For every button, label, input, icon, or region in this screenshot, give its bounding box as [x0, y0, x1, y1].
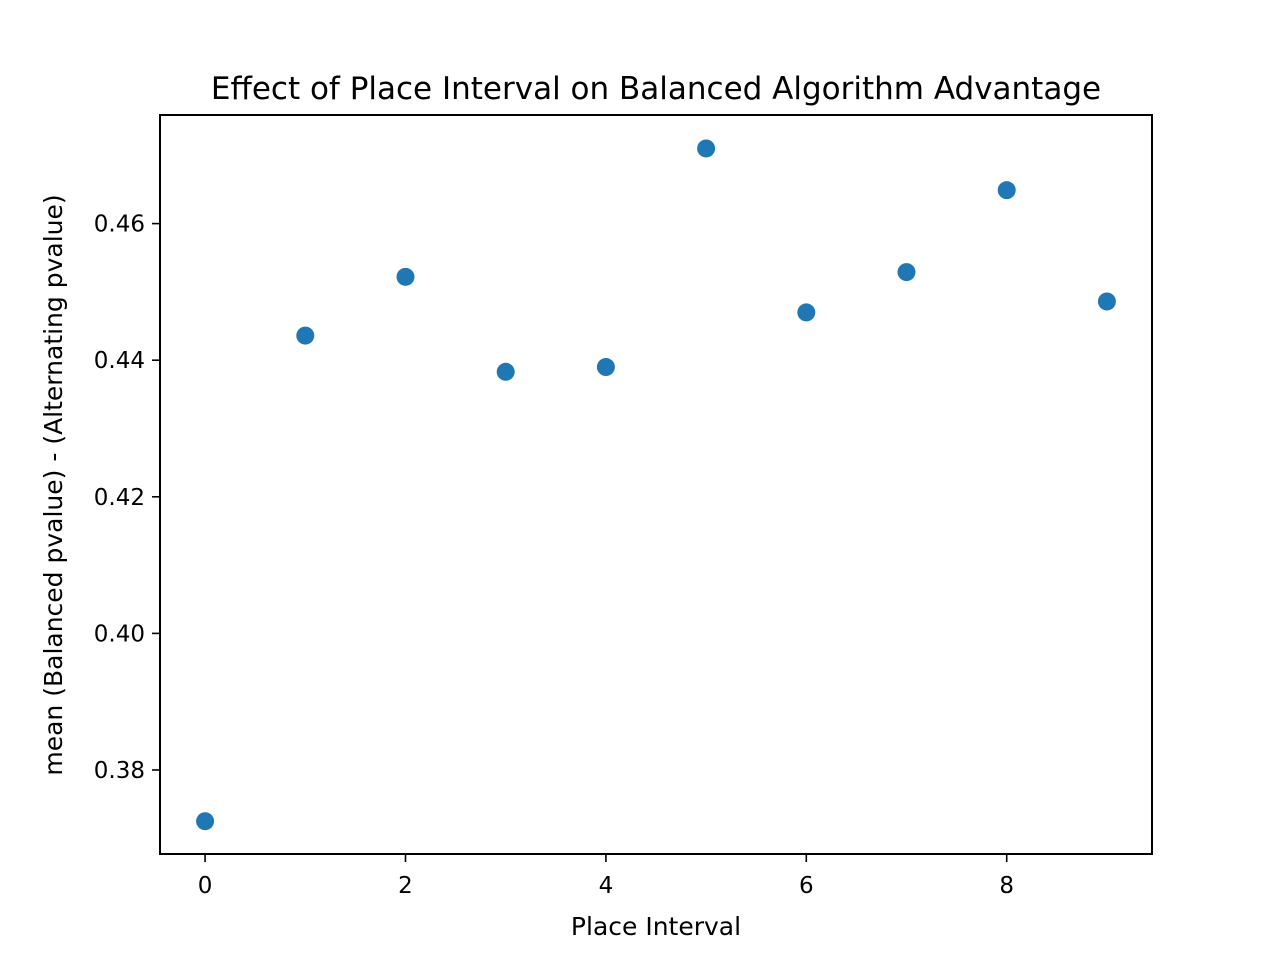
x-tick-label: 6: [799, 873, 814, 899]
y-tick-label: 0.44: [94, 348, 145, 374]
x-tick-label: 8: [999, 873, 1014, 899]
data-point: [396, 267, 415, 286]
data-point: [697, 139, 716, 158]
plot-frame: [159, 114, 1153, 855]
x-tick-label: 0: [198, 873, 213, 899]
y-tick-label: 0.42: [94, 485, 145, 511]
y-tick-label: 0.38: [94, 758, 145, 784]
y-axis-label: mean (Balanced pvalue) - (Alternating pv…: [39, 194, 68, 775]
plot-area: [196, 139, 1116, 831]
y-tick-label: 0.40: [94, 621, 145, 647]
x-axis: 0 2 4 6 8: [198, 854, 1014, 899]
data-point: [196, 812, 215, 831]
data-point: [296, 326, 315, 345]
x-tick-label: 4: [599, 873, 614, 899]
y-tick-label: 0.46: [94, 212, 145, 238]
x-tick-label: 2: [398, 873, 413, 899]
y-axis: 0.38 0.40 0.42 0.44 0.46: [94, 212, 160, 784]
data-point: [496, 362, 515, 381]
chart-title: Effect of Place Interval on Balanced Alg…: [211, 71, 1101, 107]
data-point: [797, 303, 816, 322]
data-point: [1097, 292, 1116, 311]
data-point: [897, 263, 916, 282]
data-point: [997, 181, 1016, 200]
data-point: [596, 358, 615, 377]
x-axis-label: Place Interval: [571, 912, 741, 941]
